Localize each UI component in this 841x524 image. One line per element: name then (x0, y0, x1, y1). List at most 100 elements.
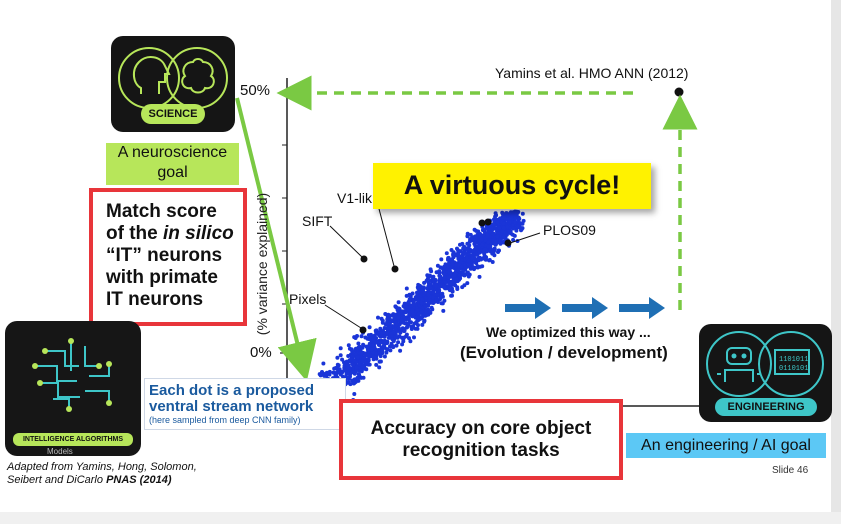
scatter-dot (379, 340, 384, 345)
scatter-dot (438, 276, 442, 281)
label-v1: V1-lik (337, 190, 373, 206)
scatter-dot (442, 285, 447, 290)
scatter-dot (417, 296, 422, 301)
scatter-dot (407, 336, 411, 341)
scatter-dot (467, 248, 472, 253)
scatter-dot (502, 216, 507, 220)
point-plos (504, 239, 512, 247)
scatter-dot (485, 233, 490, 238)
scatter-dot (420, 297, 425, 302)
scatter-dot (458, 242, 462, 247)
scatter-dot (335, 362, 340, 367)
scatter-dot (420, 314, 425, 319)
scatter-dot (457, 273, 462, 278)
scatter-dot (466, 258, 471, 263)
scatter-dot (346, 343, 351, 348)
scatter-dot (435, 293, 440, 297)
scatter-dot (415, 326, 420, 331)
scatter-dot (367, 362, 372, 367)
scatter-dot (400, 312, 405, 317)
scatter-dot (492, 253, 497, 258)
scatter-dot (511, 226, 516, 231)
scatter-dot (487, 258, 492, 262)
scatter-dot (463, 265, 468, 270)
scatter-dot (352, 380, 357, 385)
scatter-dot (451, 251, 456, 256)
scatter-dot (371, 343, 375, 348)
scatter-dot (376, 315, 380, 320)
scatter-dot (404, 332, 409, 337)
scatter-dot (428, 267, 433, 272)
scatter-dot (410, 309, 415, 314)
scatter-dot (414, 320, 419, 324)
scatter-dot (456, 268, 461, 273)
scatter-dot (462, 250, 467, 255)
scatter-dot (497, 225, 502, 230)
accuracy-box: Accuracy on core object recognition task… (339, 399, 623, 480)
scatter-dot (430, 276, 435, 280)
scatter-dot (378, 326, 383, 331)
scatter-dot (493, 211, 498, 216)
scatter-dot (507, 219, 512, 224)
match-score-box: Match score of the in silico “IT” neuron… (89, 188, 247, 326)
scatter-dot (390, 334, 394, 338)
scatter-dot (320, 370, 324, 374)
science-badge: SCIENCE (141, 104, 205, 124)
scatter-dot (374, 340, 379, 345)
scatter-dot (377, 365, 382, 370)
scatter-dot (351, 366, 356, 371)
scatter-dot (396, 325, 401, 330)
scatter-dot (382, 326, 387, 330)
scatter-dot (475, 264, 480, 269)
circuit-brain-icon (32, 338, 112, 412)
scatter-dot (478, 232, 483, 236)
scatter-dot (401, 339, 406, 344)
scatter-dot (409, 320, 413, 325)
scatter-dot (393, 313, 398, 318)
scatter-dot (338, 353, 343, 358)
scatter-dot (438, 265, 443, 270)
optimized-line1: We optimized this way ... (486, 324, 651, 340)
scatter-dot (493, 239, 498, 244)
scatter-dot (516, 215, 521, 220)
blue-progress-arrows (505, 297, 665, 319)
point-pixels (359, 326, 367, 334)
scatter-dot (458, 249, 463, 254)
scatter-dot (491, 222, 496, 227)
scatter-dot (372, 333, 377, 338)
scatter-dot (396, 340, 401, 345)
scatter-dot (438, 297, 442, 302)
scatter-dot (454, 277, 459, 281)
scatter-dot (426, 301, 431, 306)
scatter-dot (397, 306, 402, 311)
scatter-dot (335, 355, 340, 360)
scatter-dot (444, 251, 449, 256)
scatter-dot (490, 260, 495, 264)
scatter-dot (400, 342, 405, 347)
scatter-dot (369, 347, 374, 352)
scatter-dot (408, 339, 413, 344)
scatter-dot (357, 362, 362, 367)
scatter-dot (342, 368, 347, 373)
scatter-dot (479, 237, 484, 242)
scatter-dot (456, 252, 461, 257)
models-label: Models (47, 447, 73, 456)
scatter-dot (483, 227, 488, 232)
y-tick-bottom: 0% (250, 344, 272, 361)
scatter-dot (416, 323, 420, 328)
scatter-dot (363, 353, 368, 358)
scatter-dot (388, 348, 393, 353)
scatter-dot (405, 324, 410, 329)
scatter-dot (477, 244, 482, 249)
scatter-dot (399, 318, 404, 323)
scatter-dot (446, 256, 451, 261)
scatter-dot (404, 293, 409, 298)
scatter-dot (407, 311, 412, 316)
scatter-dot (391, 330, 396, 335)
scatter-dot (480, 264, 485, 269)
scatter-dot (511, 237, 516, 242)
scatter-dot (465, 241, 470, 246)
scatter-dot (352, 358, 357, 363)
scatter-dot (405, 301, 410, 306)
scatter-dot (429, 305, 434, 310)
